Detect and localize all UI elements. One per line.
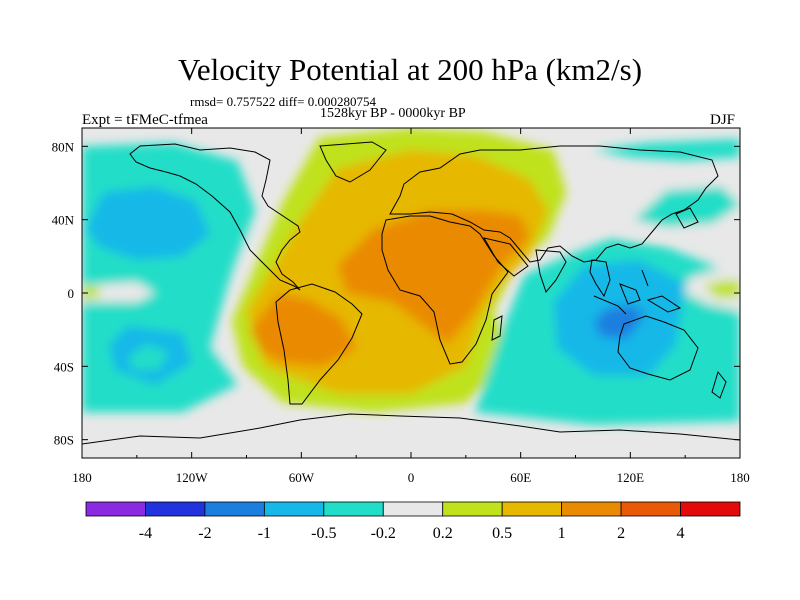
contour-region-africa-maximum	[337, 210, 530, 345]
y-tick-label: 40S	[54, 359, 74, 374]
coastline-layer	[82, 141, 740, 445]
coastline-greenland	[319, 141, 387, 183]
contour-region-arctic-negative	[593, 139, 740, 161]
chart-title: Velocity Potential at 200 hPa (km2/s)	[177, 52, 643, 87]
x-tick-label: 180	[72, 470, 92, 485]
coastline-arabia	[482, 237, 529, 277]
coastline-new-zealand	[711, 370, 727, 399]
colorbar-swatch	[382, 501, 444, 517]
contour-region-equatorial-pacific-neutral	[82, 282, 156, 303]
colorbar-label: -4	[139, 525, 152, 542]
colorbar-label: 1	[558, 525, 566, 542]
colorbar-swatch	[85, 501, 146, 517]
period-label: 1528kyr BP - 0000kyr BP	[320, 106, 466, 121]
colorbar-label: -1	[258, 525, 271, 542]
coastline-antarctica	[82, 413, 740, 445]
colorbar-swatch	[620, 501, 681, 517]
colorbar-label: -0.5	[311, 525, 336, 542]
coastline-southeast-asia	[589, 259, 611, 298]
contour-region-east-asia-negative	[634, 186, 740, 227]
stats-line: rmsd= 0.757522 diff= 0.000280754	[190, 94, 376, 109]
colorbar-label: 4	[677, 525, 685, 542]
y-tick-label: 0	[68, 286, 75, 301]
x-tick-label: 120W	[176, 470, 209, 485]
contour-region-south-pacific-core	[127, 344, 170, 370]
coastline-japan	[675, 207, 699, 229]
x-tick-label: 0	[408, 470, 415, 485]
coastline-north-america	[129, 143, 301, 291]
colorbar-swatch	[263, 501, 325, 517]
coastline-india	[535, 249, 567, 294]
colorbar-swatch	[204, 501, 265, 517]
coastline-australia	[617, 315, 699, 381]
coastline-europe-asia	[389, 145, 719, 263]
contour-region-dateline-weak-positive	[82, 285, 101, 299]
coastline-maritime-islands	[593, 269, 682, 315]
colorbar-swatch	[145, 501, 206, 517]
colorbar-label: -2	[198, 525, 211, 542]
colorbar-label: 0.2	[433, 525, 453, 542]
colorbar-label: -0.2	[371, 525, 396, 542]
contour-region-maritime-continent-core	[593, 305, 645, 339]
coastline-south-america	[275, 283, 363, 405]
contour-region-north-pacific-core	[109, 201, 165, 233]
y-tick-label: 80S	[54, 433, 74, 448]
y-tick-label: 40N	[52, 213, 75, 228]
colorbar: -4 -2 -1 -0.5 -0.2 0.2 0.5 1 2 4	[85, 501, 741, 542]
coastline-africa	[381, 215, 509, 365]
colorbar-label: 0.5	[492, 525, 512, 542]
colorbar-swatch	[561, 501, 622, 517]
coastline-madagascar	[491, 315, 503, 341]
axis-layer: 180 120W 60W 0 60E 120E 180 80N 40N 0 40S 80S	[52, 128, 750, 485]
colorbar-swatch	[501, 501, 563, 517]
y-tick-label: 80N	[52, 139, 75, 154]
colorbar-swatch	[680, 501, 741, 517]
colorbar-swatch	[442, 501, 503, 517]
x-tick-label: 180	[730, 470, 750, 485]
colorbar-swatch	[323, 501, 384, 517]
x-tick-label: 60W	[289, 470, 315, 485]
contour-fill-layer	[82, 128, 740, 425]
colorbar-label: 2	[617, 525, 625, 542]
x-tick-label: 60E	[510, 470, 531, 485]
contour-region-western-pacific-positive	[703, 280, 740, 299]
experiment-label: Expt = tFMeC-tfmea	[82, 112, 208, 128]
x-tick-label: 120E	[617, 470, 645, 485]
season-label: DJF	[710, 112, 736, 128]
